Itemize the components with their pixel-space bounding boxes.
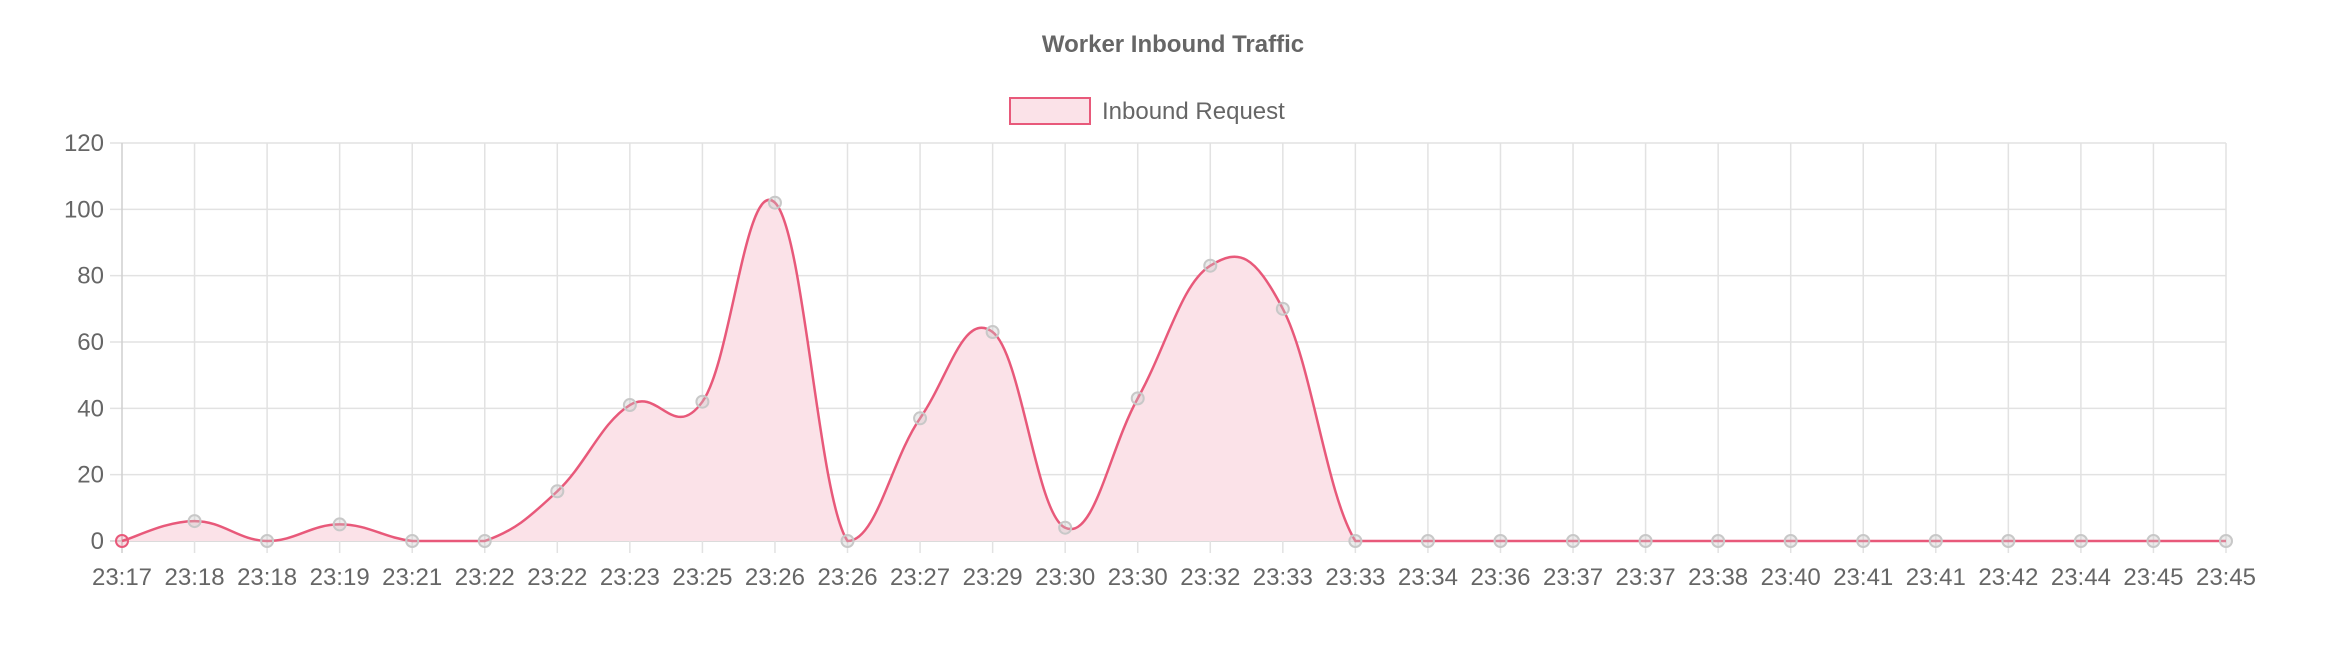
legend-label: Inbound Request: [1102, 98, 1285, 125]
data-point[interactable]: [1783, 534, 1798, 548]
data-point[interactable]: [1638, 534, 1653, 548]
data-point[interactable]: [985, 325, 1000, 340]
x-tick-label: 23:19: [310, 564, 370, 591]
legend[interactable]: Inbound Request: [1009, 97, 1285, 125]
x-tick-label: 23:22: [527, 564, 587, 591]
data-point[interactable]: [1928, 534, 1943, 548]
series-area: [122, 199, 2226, 541]
y-axis: 0 20 40 60 80 100 120: [64, 130, 104, 555]
x-tick-label: 23:45: [2123, 564, 2183, 591]
y-tick-label: 100: [64, 196, 104, 223]
data-point[interactable]: [1348, 534, 1363, 548]
data-point[interactable]: [187, 514, 202, 529]
x-tick-label: 23:37: [1543, 564, 1603, 591]
x-tick-label: 23:41: [1833, 564, 1893, 591]
y-tick-label: 20: [77, 462, 104, 489]
x-tick-label: 23:27: [890, 564, 950, 591]
data-point[interactable]: [767, 195, 782, 210]
data-point[interactable]: [2219, 534, 2233, 548]
data-point[interactable]: [840, 534, 855, 548]
data-point[interactable]: [2146, 534, 2161, 548]
data-point[interactable]: [1711, 534, 1726, 548]
x-tick-label: 23:45: [2196, 564, 2256, 591]
y-tick-label: 40: [77, 395, 104, 422]
x-tick-label: 23:33: [1253, 564, 1313, 591]
data-point[interactable]: [2073, 534, 2088, 548]
data-point[interactable]: [260, 534, 275, 548]
data-point[interactable]: [913, 411, 928, 426]
x-tick-label: 23:33: [1325, 564, 1385, 591]
x-tick-label: 23:25: [672, 564, 732, 591]
x-tick-label: 23:41: [1906, 564, 1966, 591]
x-tick-label: 23:34: [1398, 564, 1458, 591]
x-tick-label: 23:29: [963, 564, 1023, 591]
y-tick-label: 120: [64, 130, 104, 157]
x-tick-label: 23:38: [1688, 564, 1748, 591]
data-point[interactable]: [332, 517, 347, 532]
data-point[interactable]: [1058, 520, 1073, 535]
data-point[interactable]: [1203, 258, 1218, 273]
data-point[interactable]: [1130, 391, 1145, 406]
x-tick-label: 23:23: [600, 564, 660, 591]
x-tick-label: 23:37: [1616, 564, 1676, 591]
data-point[interactable]: [1493, 534, 1508, 548]
data-point[interactable]: [1275, 301, 1290, 316]
x-tick-label: 23:30: [1035, 564, 1095, 591]
legend-swatch: [1009, 97, 1091, 125]
plot-area: [121, 198, 2226, 543]
data-point[interactable]: [405, 534, 420, 548]
x-tick-label: 23:40: [1761, 564, 1821, 591]
data-point[interactable]: [550, 484, 565, 499]
y-tick-label: 80: [77, 263, 104, 290]
x-tick-label: 23:18: [165, 564, 225, 591]
y-tick-label: 0: [91, 528, 104, 555]
data-point[interactable]: [2001, 534, 2016, 548]
x-tick-label: 23:26: [817, 564, 877, 591]
data-point[interactable]: [477, 534, 492, 548]
x-tick-label: 23:21: [382, 564, 442, 591]
x-axis: 23:17 23:18 23:18 23:19 23:21 23:22 23:22 23:23…: [92, 564, 2256, 591]
x-tick-label: 23:17: [92, 564, 152, 591]
data-points: [115, 195, 2233, 548]
x-tick-label: 23:44: [2051, 564, 2111, 591]
y-tick-label: 60: [77, 329, 104, 356]
data-point[interactable]: [1566, 534, 1581, 548]
data-point[interactable]: [1856, 534, 1871, 548]
series-line: [121, 198, 2226, 543]
x-tick-label: 23:36: [1470, 564, 1530, 591]
data-point[interactable]: [622, 398, 637, 413]
data-point[interactable]: [115, 534, 129, 548]
x-tick-label: 23:42: [1978, 564, 2038, 591]
data-point[interactable]: [1420, 534, 1435, 548]
chart-title: Worker Inbound Traffic: [1042, 31, 1304, 58]
x-tick-label: 23:30: [1108, 564, 1168, 591]
data-point[interactable]: [695, 394, 710, 409]
x-tick-label: 23:32: [1180, 564, 1240, 591]
x-tick-label: 23:18: [237, 564, 297, 591]
x-tick-label: 23:22: [455, 564, 515, 591]
x-tick-label: 23:26: [745, 564, 805, 591]
